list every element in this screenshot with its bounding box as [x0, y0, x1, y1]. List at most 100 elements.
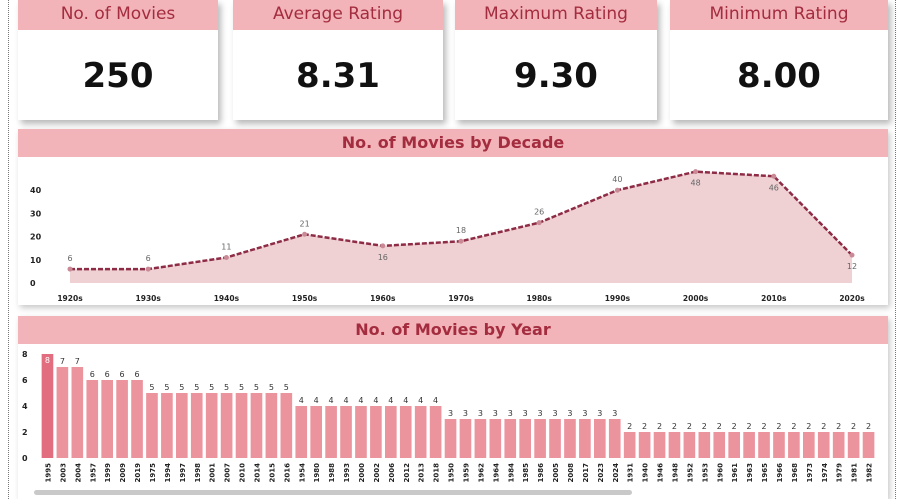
- x-tick-label: 1974: [821, 463, 829, 483]
- bar: [802, 432, 815, 458]
- data-point: [67, 266, 73, 272]
- data-label: 18: [456, 226, 466, 235]
- x-tick-label: 1920s: [57, 294, 83, 303]
- data-point: [693, 169, 699, 175]
- x-tick-label: 1931: [627, 463, 635, 483]
- kpi-card-maximum-rating[interactable]: Maximum Rating 9.30: [455, 0, 657, 120]
- dashboard-frame: [8, 0, 896, 499]
- data-label: 7: [60, 357, 65, 366]
- x-tick-label: 2007: [224, 463, 232, 483]
- x-tick-label: 1962: [477, 463, 485, 483]
- year-chart-panel[interactable]: No. of Movies by Year 0 2 4 6 8 8 1995 7 2003 7 20…: [18, 316, 888, 499]
- bar: [743, 432, 755, 458]
- data-label: 5: [209, 383, 214, 392]
- x-tick-label: 1960: [716, 463, 724, 483]
- x-tick-label: 1982: [866, 463, 874, 483]
- bar: [340, 406, 352, 458]
- data-label: 4: [403, 396, 408, 405]
- kpi-title: Minimum Rating: [670, 0, 888, 30]
- data-label: 12: [847, 262, 857, 271]
- x-tick-label: 1957: [89, 463, 97, 483]
- data-label: 8: [45, 356, 50, 365]
- x-tick-label: 1980: [313, 463, 321, 483]
- bar: [653, 432, 666, 458]
- data-label: 16: [378, 253, 388, 262]
- data-label: 4: [358, 396, 363, 405]
- bar: [832, 432, 845, 458]
- data-label: 3: [463, 409, 468, 418]
- x-tick-label: 1988: [328, 463, 336, 483]
- x-tick-label: 1964: [492, 463, 500, 483]
- year-bar-chart[interactable]: 0 2 4 6 8 8 1995 7 2003 7 2004 6 1957 6 1999 6 2009 6 2019…: [18, 344, 888, 499]
- kpi-value: 8.00: [737, 56, 821, 96]
- x-tick-label: 2010: [239, 463, 247, 483]
- data-label: 6: [146, 254, 151, 263]
- x-tick-label: 1970s: [448, 294, 474, 303]
- x-tick-label: 1981: [851, 463, 859, 483]
- data-label: 5: [284, 383, 289, 392]
- data-label: 3: [567, 409, 572, 418]
- bar: [474, 419, 487, 458]
- y-tick-label: 0: [22, 454, 28, 463]
- x-tick-label: 2002: [373, 463, 381, 483]
- bar: [146, 393, 158, 458]
- x-tick-label: 1968: [791, 463, 799, 483]
- data-label: 2: [851, 422, 856, 431]
- bar: [504, 419, 517, 458]
- decade-area-chart[interactable]: 0 10 20 30 40 6 1920s 6 1930s 11 1940s 21 1950s 16 196…: [18, 157, 888, 305]
- bar: [608, 419, 621, 458]
- bar: [86, 380, 99, 458]
- bar: [519, 419, 532, 458]
- x-tick-label: 2020s: [839, 294, 865, 303]
- bar: [758, 432, 770, 458]
- bar: [788, 432, 800, 458]
- bar: [817, 432, 830, 458]
- data-point: [614, 187, 620, 193]
- data-label: 26: [534, 208, 544, 217]
- data-label: 2: [732, 422, 737, 431]
- x-tick-label: 1998: [194, 463, 202, 483]
- bar: [847, 432, 860, 458]
- bar: [459, 419, 472, 458]
- bar: [384, 406, 397, 458]
- y-tick-label: 8: [22, 350, 28, 359]
- x-tick-label: 1940: [642, 463, 650, 483]
- x-tick-label: 2004: [74, 463, 82, 483]
- kpi-title: No. of Movies: [18, 0, 218, 30]
- bar: [280, 393, 293, 458]
- bar: [564, 419, 576, 458]
- bar: [579, 419, 591, 458]
- bar: [444, 419, 457, 458]
- x-tick-label: 2000: [358, 463, 366, 483]
- data-label: 2: [791, 422, 796, 431]
- data-label: 6: [67, 254, 72, 263]
- bar: [429, 406, 442, 458]
- data-label: 4: [343, 396, 348, 405]
- x-tick-label: 1952: [686, 463, 694, 483]
- kpi-card-minimum-rating[interactable]: Minimum Rating 8.00: [670, 0, 888, 120]
- data-label: 3: [597, 409, 602, 418]
- data-point: [302, 231, 308, 237]
- decade-chart-panel[interactable]: No. of Movies by Decade 0 10 20 30 40 6 1920s 6…: [18, 129, 888, 305]
- kpi-card-average-rating[interactable]: Average Rating 8.31: [233, 0, 443, 120]
- x-tick-label: 1985: [522, 463, 530, 483]
- data-point: [536, 220, 542, 226]
- bar: [683, 432, 696, 458]
- x-tick-label: 2013: [418, 463, 426, 483]
- x-tick-label: 2023: [597, 463, 605, 483]
- kpi-card-movie-count[interactable]: No. of Movies 250: [18, 0, 218, 120]
- bar: [41, 354, 54, 458]
- data-label: 2: [657, 422, 662, 431]
- data-label: 5: [224, 383, 229, 392]
- data-label: 21: [300, 219, 310, 228]
- x-tick-label: 2017: [582, 463, 590, 483]
- x-tick-label: 1986: [537, 463, 545, 483]
- data-label: 2: [642, 422, 647, 431]
- x-tick-label: 2015: [268, 463, 276, 483]
- data-label: 5: [179, 383, 184, 392]
- data-point: [380, 243, 386, 249]
- data-label: 2: [672, 422, 677, 431]
- data-label: 2: [747, 422, 752, 431]
- x-tick-label: 1950s: [292, 294, 318, 303]
- bar: [668, 432, 681, 458]
